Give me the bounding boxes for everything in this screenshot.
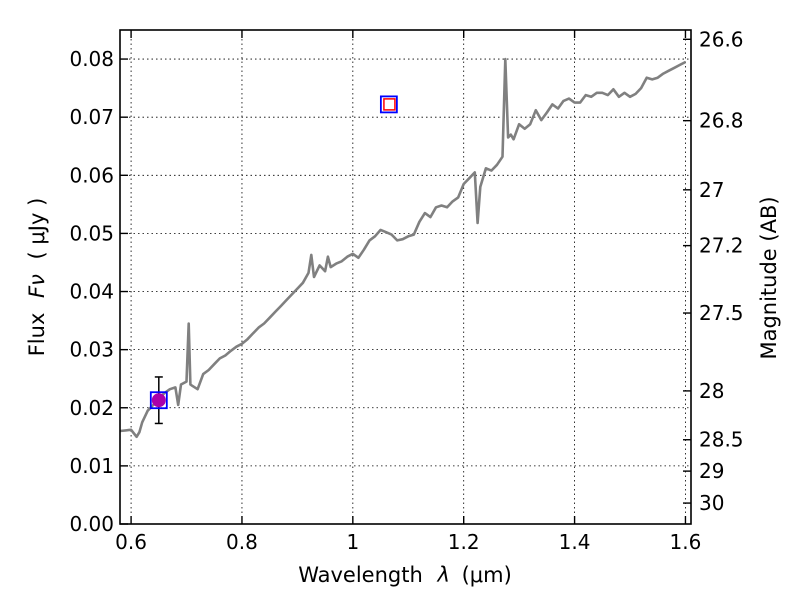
y2-tick-label: 28.5 — [699, 428, 744, 452]
y-tick-label: 0.06 — [69, 163, 114, 187]
plot-frame — [119, 29, 692, 525]
y2-tick-label: 30 — [699, 491, 724, 515]
x-axis-title-symbol: λ — [436, 563, 449, 587]
y-axis-title-units: ( μJy ) — [25, 198, 49, 260]
y2-tick-label: 26.8 — [699, 109, 744, 133]
x-tick-label: 1.4 — [559, 530, 591, 554]
y2-tick-label: 27.2 — [699, 234, 744, 258]
x-axis-title: Wavelength λ (μm) — [298, 563, 512, 587]
y2-tick-label: 28 — [699, 379, 724, 403]
upper-limit-marker — [383, 98, 396, 111]
x-tick-label: 0.6 — [115, 530, 147, 554]
y-axis-title-prefix: Flux — [25, 313, 49, 357]
marker-layer — [149, 95, 398, 425]
model-flux-marker — [379, 95, 398, 114]
y-tick-label: 0.01 — [69, 454, 114, 478]
photometry-point — [151, 393, 166, 408]
series-layer — [119, 57, 687, 439]
x-tick-label: 1.6 — [670, 530, 702, 554]
y-axis-title: Flux Fν ( μJy ) — [25, 198, 49, 357]
x-tick-label: 1.2 — [448, 530, 480, 554]
x-axis-title-units: (μm) — [462, 563, 512, 587]
y-tick-label: 0.04 — [69, 280, 114, 304]
y-tick-label: 0.08 — [69, 47, 114, 71]
y2-tick-label: 27.5 — [699, 301, 744, 325]
y2-axis-title: Magnitude (AB) — [757, 196, 781, 359]
grid-layer — [120, 30, 691, 525]
y-axis-title-symbol: Fν — [25, 274, 49, 298]
tick-label-layer: 0.6 0.8 1 1.2 1.4 1.6 0.00 0.01 0.02 0.03 0.04 0.05… — [69, 27, 743, 554]
y-tick-label: 0.07 — [69, 105, 114, 129]
y2-tick-label: 26.6 — [699, 27, 744, 51]
y-tick-label: 0.05 — [69, 221, 114, 245]
y-tick-label: 0.00 — [69, 512, 114, 536]
tick-layer — [120, 30, 691, 525]
x-axis-title-prefix: Wavelength — [298, 563, 423, 587]
spectrum-line — [119, 57, 687, 439]
y-tick-label: 0.03 — [69, 338, 114, 362]
y-tick-label: 0.02 — [69, 396, 114, 420]
x-tick-label: 0.8 — [226, 530, 258, 554]
y2-tick-label: 29 — [699, 459, 724, 483]
model-flux-marker — [149, 391, 168, 410]
x-tick-label: 1 — [346, 530, 359, 554]
y2-tick-label: 27 — [699, 178, 724, 202]
